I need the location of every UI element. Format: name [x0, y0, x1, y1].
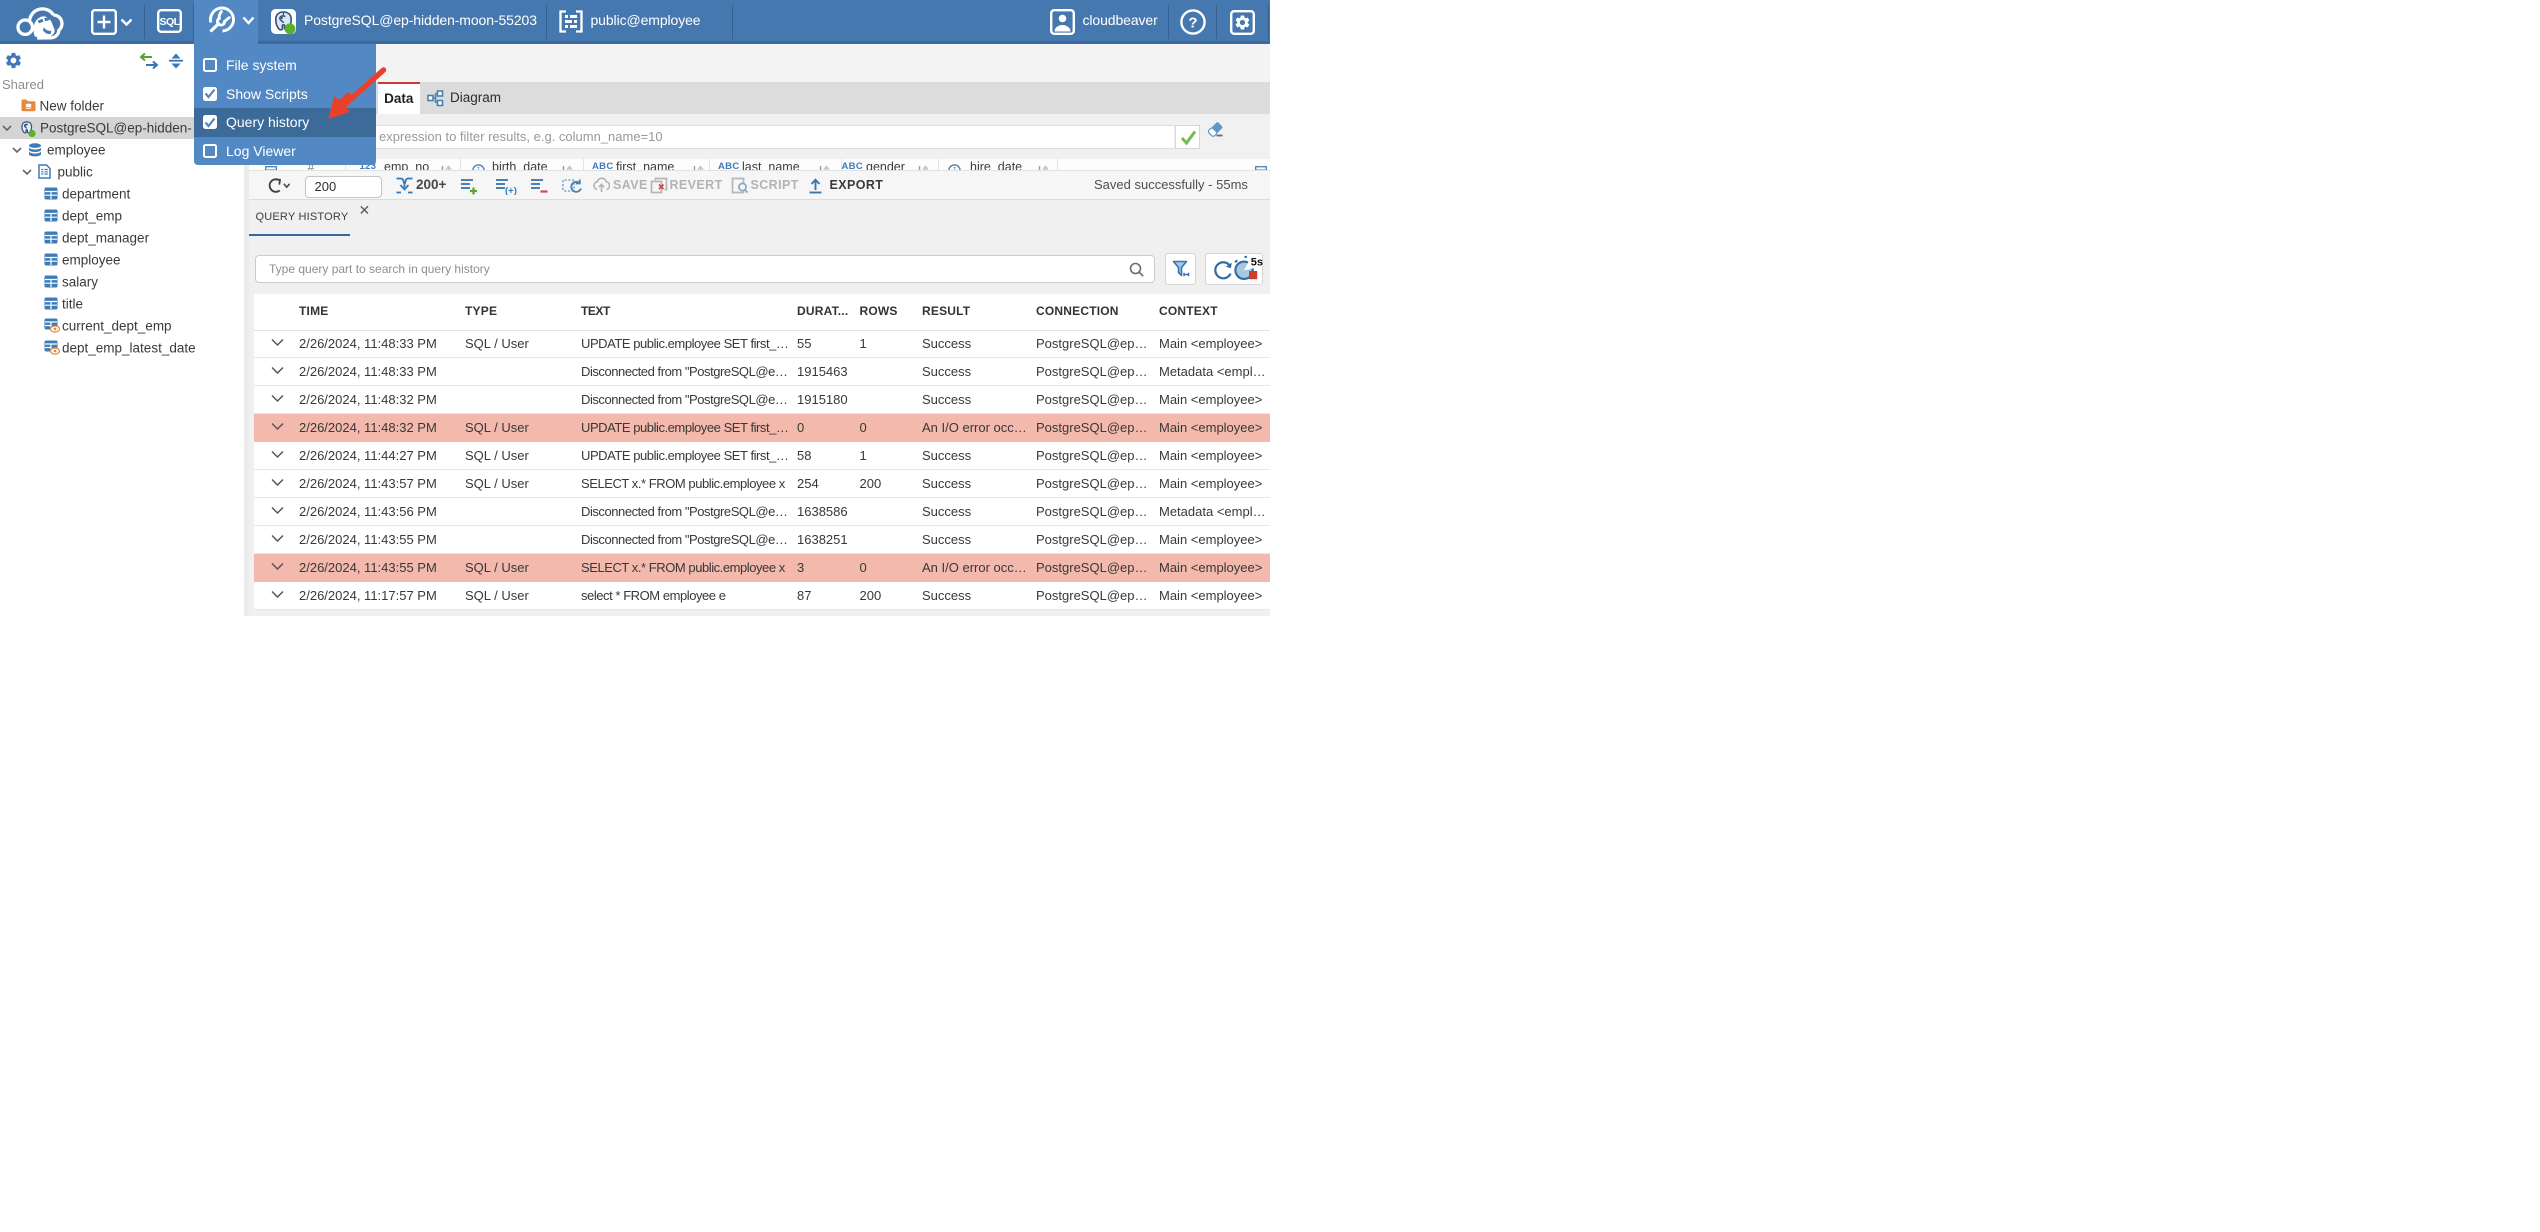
svg-text:?: ?	[1188, 15, 1197, 32]
svg-text:SQL: SQL	[159, 16, 180, 28]
svg-text:5s: 5s	[1250, 257, 1262, 269]
svg-text:(+): (+)	[505, 185, 517, 195]
